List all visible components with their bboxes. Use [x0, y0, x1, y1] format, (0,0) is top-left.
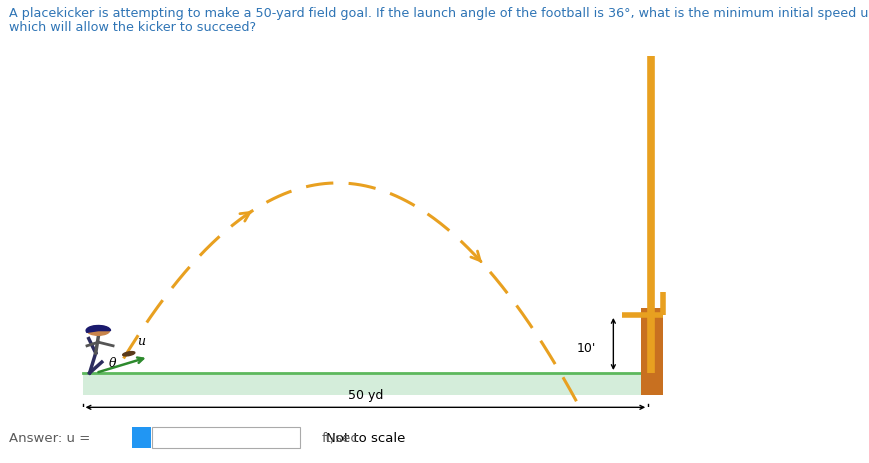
Text: 10': 10' — [576, 341, 595, 354]
Text: 50 yd: 50 yd — [348, 388, 382, 401]
Text: θ: θ — [109, 356, 116, 369]
Text: u: u — [137, 334, 145, 347]
Text: Answer: u =: Answer: u = — [9, 431, 90, 444]
Text: i: i — [139, 431, 144, 444]
Text: which will allow the kicker to succeed?: which will allow the kicker to succeed? — [9, 21, 255, 34]
Circle shape — [87, 326, 109, 336]
Wedge shape — [86, 326, 110, 332]
Bar — [83, 373, 647, 395]
Text: A placekicker is attempting to make a 50-yard field goal. If the launch angle of: A placekicker is attempting to make a 50… — [9, 7, 867, 20]
Ellipse shape — [123, 352, 135, 356]
Text: ft/sec: ft/sec — [322, 431, 358, 444]
Bar — [640, 308, 662, 395]
Text: Not to scale: Not to scale — [325, 431, 405, 444]
